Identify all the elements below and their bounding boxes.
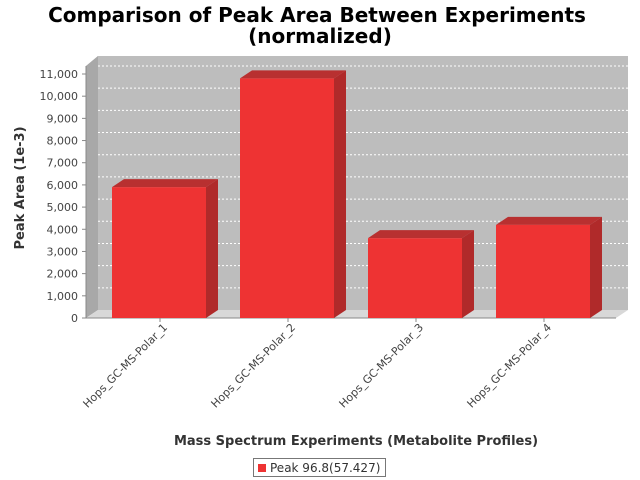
y-tick-label: 9,000 [47, 112, 79, 125]
y-tick-label: 3,000 [47, 245, 79, 258]
bar-top-face [240, 70, 346, 79]
y-tick-label: 8,000 [47, 135, 79, 148]
y-tick-label: 4,000 [47, 223, 79, 236]
bar-side-face [206, 179, 218, 318]
bar [496, 216, 602, 318]
bar-top-face [496, 216, 602, 225]
y-tick-label: 10,000 [40, 90, 79, 103]
bar-side-face [334, 70, 346, 318]
y-tick-label: 1,000 [47, 290, 79, 303]
bar-top-face [112, 179, 218, 188]
bar-front-face [112, 187, 206, 318]
bar-front-face [368, 238, 462, 318]
legend-label: Peak 96.8(57.427) [270, 460, 381, 475]
bar-side-face [590, 216, 602, 318]
x-tick-label: Hops_GC-MS-Polar_3 [337, 321, 427, 411]
bar [240, 70, 346, 318]
x-tick-label: Hops_GC-MS-Polar_2 [209, 321, 299, 411]
bar [368, 230, 474, 318]
y-axis-label: Peak Area (1e-3) [13, 126, 28, 249]
bar-front-face [496, 224, 590, 318]
y-tick-label: 2,000 [47, 268, 79, 281]
x-axis-ticks: Hops_GC-MS-Polar_1 Hops_GC-MS-Polar_2 Hops… [81, 318, 555, 411]
y-tick-label: 0 [71, 312, 78, 325]
y-tick-label: 6,000 [47, 179, 79, 192]
x-tick-label: Hops_GC-MS-Polar_1 [81, 321, 171, 411]
y-tick-label: 7,000 [47, 157, 79, 170]
bar [112, 179, 218, 318]
y-axis-ticks: 0 1,000 2,000 3,000 4,000 5,000 6,000 7,000 8,00… [40, 68, 86, 325]
chart-title: Comparison of Peak Area Between Experime… [48, 3, 586, 27]
legend-swatch [258, 463, 266, 472]
legend: Peak 96.8(57.427) [253, 458, 387, 477]
bar-front-face [240, 78, 334, 318]
x-tick-label: Hops_GC-MS-Polar_4 [465, 321, 555, 411]
chart-subtitle: (normalized) [248, 24, 392, 48]
bar-side-face [462, 230, 474, 318]
bar-top-face [368, 230, 474, 239]
y-tick-label: 5,000 [47, 201, 79, 214]
bars [112, 70, 602, 318]
x-axis-label: Mass Spectrum Experiments (Metabolite Pr… [174, 434, 538, 449]
y-tick-label: 11,000 [40, 68, 79, 81]
